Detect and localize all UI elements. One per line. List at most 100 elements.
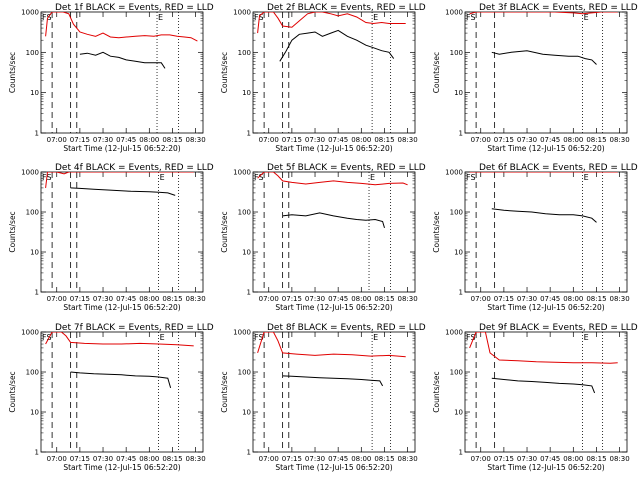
x-tick-label: 08:30 xyxy=(610,295,630,303)
x-axis-label: Start Time (12-Jul-15 06:52:20) xyxy=(275,463,392,472)
x-tick-label: 07:45 xyxy=(540,136,560,144)
y-axis-label: Counts/sec xyxy=(432,371,441,412)
panel-title: Det 3f BLACK = Events, RED = LLD xyxy=(479,3,638,13)
y-tick-label: 1 xyxy=(35,130,39,138)
marker-label-left: FS xyxy=(466,173,476,182)
x-tick-label: 08:15 xyxy=(586,455,606,463)
x-tick-label: 08:00 xyxy=(139,295,159,303)
y-axis-label: Counts/sec xyxy=(8,371,17,412)
x-tick-label: 08:00 xyxy=(563,295,583,303)
x-axis-label: Start Time (12-Jul-15 06:52:20) xyxy=(487,463,604,472)
x-tick-label: 08:30 xyxy=(186,295,206,303)
events-series-line xyxy=(491,208,597,223)
x-tick-label: 08:15 xyxy=(374,295,394,303)
y-tick-label: 10 xyxy=(30,249,39,257)
plot-frame xyxy=(40,331,204,453)
y-tick-label: 1000 xyxy=(21,169,39,177)
panel-1: Det 1f BLACK = Events, RED = LLD 1 10 100 10… xyxy=(8,3,214,153)
x-tick-label: 07:00 xyxy=(259,455,279,463)
x-tick-label: 07:30 xyxy=(305,136,325,144)
panel-4: Det 4f BLACK = Events, RED = LLD 1 10 100 10… xyxy=(8,163,214,312)
x-axis-label: Start Time (12-Jul-15 06:52:20) xyxy=(487,144,604,153)
events-series-line xyxy=(279,29,395,62)
x-tick-label: 07:00 xyxy=(471,295,491,303)
y-tick-label: 100 xyxy=(450,369,463,377)
x-tick-label: 07:15 xyxy=(70,455,90,463)
panel-title: Det 1f BLACK = Events, RED = LLD xyxy=(55,3,214,13)
marker-label-right: E xyxy=(584,13,589,22)
y-tick-label: 1000 xyxy=(21,329,39,337)
x-tick-label: 07:30 xyxy=(93,455,113,463)
events-series-line xyxy=(70,187,176,196)
y-tick-label: 10 xyxy=(454,409,463,417)
panel-title: Det 5f BLACK = Events, RED = LLD xyxy=(267,163,426,173)
x-axis-label: Start Time (12-Jul-15 06:52:20) xyxy=(63,303,180,312)
panel-title: Det 4f BLACK = Events, RED = LLD xyxy=(55,163,214,173)
marker-label-right: E xyxy=(160,333,165,342)
plot-frame xyxy=(252,11,416,134)
x-tick-label: 08:30 xyxy=(186,136,206,144)
x-tick-label: 07:00 xyxy=(259,136,279,144)
y-axis-label: Counts/sec xyxy=(8,211,17,252)
panel-7: Det 7f BLACK = Events, RED = LLD 1 10 100 10… xyxy=(8,323,214,472)
x-tick-label: 08:00 xyxy=(351,455,371,463)
x-tick-label: 07:30 xyxy=(517,455,537,463)
lld-series-line xyxy=(469,12,618,15)
y-tick-label: 10 xyxy=(454,249,463,257)
x-tick-label: 08:15 xyxy=(162,295,182,303)
lld-series-line xyxy=(257,332,406,358)
y-axis-label: Counts/sec xyxy=(8,52,17,93)
plot-frame xyxy=(464,331,628,453)
events-series-line xyxy=(70,371,172,389)
panel-6: Det 6f BLACK = Events, RED = LLD 1 10 100 10… xyxy=(432,163,638,312)
events-series-line xyxy=(282,375,384,387)
marker-label-right: E xyxy=(584,173,589,182)
y-tick-label: 100 xyxy=(26,369,39,377)
marker-label-left: FS xyxy=(254,13,264,22)
marker-label-left: FS xyxy=(42,13,52,22)
x-tick-label: 08:30 xyxy=(398,295,418,303)
x-tick-label: 07:15 xyxy=(494,455,514,463)
marker-label-right: E xyxy=(158,13,163,22)
y-tick-label: 100 xyxy=(238,209,251,217)
y-axis-label: Counts/sec xyxy=(220,211,229,252)
lld-series-line xyxy=(45,172,194,188)
x-tick-label: 08:00 xyxy=(563,455,583,463)
y-tick-label: 10 xyxy=(30,409,39,417)
lld-series-line xyxy=(45,332,194,347)
x-tick-label: 07:00 xyxy=(47,136,67,144)
y-tick-label: 100 xyxy=(26,49,39,57)
marker-label-left: FS xyxy=(466,13,476,22)
x-axis-label: Start Time (12-Jul-15 06:52:20) xyxy=(63,463,180,472)
y-tick-label: 1000 xyxy=(233,329,251,337)
y-tick-label: 10 xyxy=(30,89,39,97)
x-tick-label: 07:30 xyxy=(93,295,113,303)
x-tick-label: 08:15 xyxy=(586,295,606,303)
x-tick-label: 07:15 xyxy=(70,295,90,303)
panel-5: Det 5f BLACK = Events, RED = LLD 1 10 100 10… xyxy=(220,163,426,312)
y-tick-label: 1000 xyxy=(445,169,463,177)
y-tick-label: 100 xyxy=(450,49,463,57)
x-tick-label: 08:15 xyxy=(162,136,182,144)
marker-label-left: FS xyxy=(42,333,52,342)
x-tick-label: 08:15 xyxy=(374,455,394,463)
events-series-line xyxy=(282,212,385,229)
y-tick-label: 1 xyxy=(459,449,463,457)
x-tick-label: 07:45 xyxy=(116,136,136,144)
y-tick-label: 10 xyxy=(242,249,251,257)
marker-label-left: FS xyxy=(466,333,476,342)
x-tick-label: 07:00 xyxy=(471,136,491,144)
panel-2: Det 2f BLACK = Events, RED = LLD 1 10 100 10… xyxy=(220,3,426,153)
x-tick-label: 07:00 xyxy=(47,295,67,303)
y-tick-label: 10 xyxy=(454,89,463,97)
x-tick-label: 07:30 xyxy=(93,136,113,144)
marker-label-right: E xyxy=(370,173,375,182)
y-tick-label: 1000 xyxy=(21,9,39,17)
x-tick-label: 07:45 xyxy=(540,455,560,463)
plot-frame xyxy=(252,171,416,293)
y-tick-label: 1 xyxy=(247,449,251,457)
x-tick-label: 08:30 xyxy=(186,455,206,463)
y-tick-label: 1 xyxy=(459,289,463,297)
x-axis-label: Start Time (12-Jul-15 06:52:20) xyxy=(487,303,604,312)
